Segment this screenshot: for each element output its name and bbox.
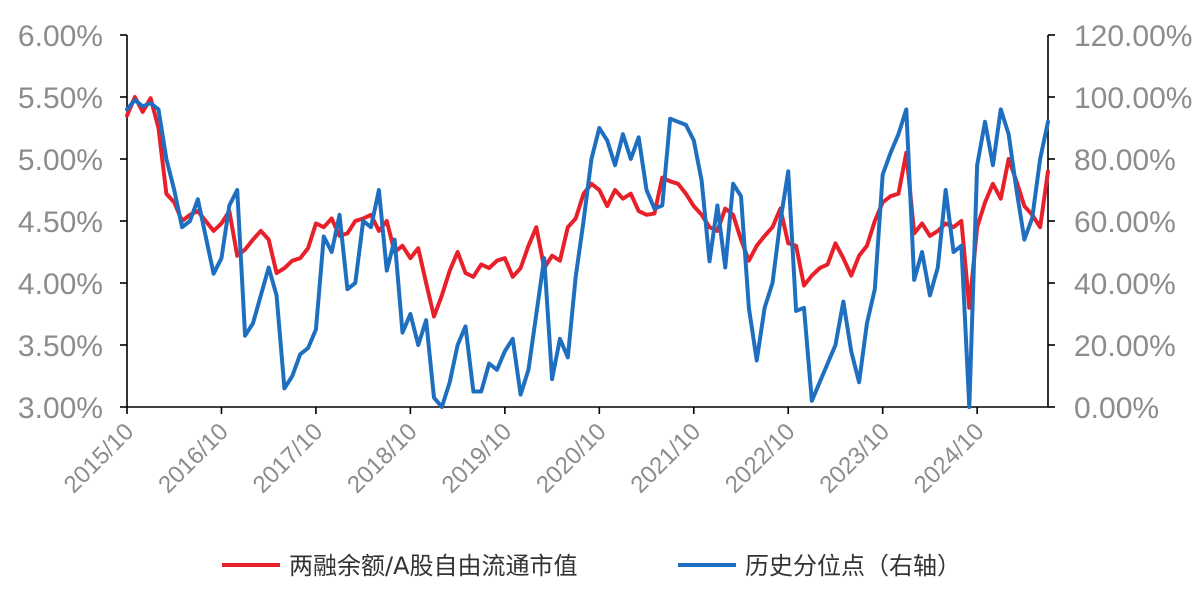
- x-tick-label: 2023/10: [814, 418, 894, 498]
- right-y-tick-label: 20.00%: [1074, 330, 1176, 363]
- x-tick-label: 2024/10: [909, 418, 989, 498]
- x-axis-ticks: 2015/10 2016/10 2017/10 2018/10 2019/10 2020/…: [59, 407, 989, 499]
- left-y-tick-label: 3.50%: [18, 330, 103, 363]
- legend: 两融余额/A股自由流通市值 历史分位点（右轴）: [222, 552, 961, 580]
- x-tick-label: 2022/10: [720, 418, 800, 498]
- left-y-tick-label: 3.00%: [18, 392, 103, 425]
- right-y-tick-label: 100.00%: [1074, 82, 1192, 115]
- left-y-tick-label: 4.50%: [18, 206, 103, 239]
- x-tick-label: 2021/10: [626, 418, 706, 498]
- series-layer: [125, 95, 1050, 409]
- x-tick-label: 2018/10: [342, 418, 422, 498]
- x-tick-label: 2016/10: [153, 418, 233, 498]
- left-y-tick-label: 6.00%: [18, 20, 103, 53]
- legend-label-percentile: 历史分位点（右轴）: [745, 552, 961, 580]
- left-y-tick-label: 5.50%: [18, 82, 103, 115]
- series-line-percentile: [125, 98, 1050, 409]
- left-y-tick-label: 5.00%: [18, 144, 103, 177]
- left-y-ticks: 3.00% 3.50% 4.00% 4.50% 5.00% 5.50% 6.00%: [18, 20, 127, 425]
- right-y-tick-label: 60.00%: [1074, 206, 1176, 239]
- left-y-tick-label: 4.00%: [18, 268, 103, 301]
- x-tick-label: 2015/10: [59, 418, 139, 498]
- right-y-tick-label: 40.00%: [1074, 268, 1176, 301]
- legend-label-margin-ratio: 两融余额/A股自由流通市值: [289, 552, 578, 580]
- x-tick-label: 2020/10: [531, 418, 611, 498]
- x-tick-label: 2019/10: [437, 418, 517, 498]
- right-y-tick-label: 0.00%: [1074, 392, 1159, 425]
- right-y-ticks: 0.00% 20.00% 40.00% 60.00% 80.00% 100.00% 120.…: [1048, 20, 1192, 425]
- right-y-tick-label: 120.00%: [1074, 20, 1192, 53]
- right-y-tick-label: 80.00%: [1074, 144, 1176, 177]
- x-tick-label: 2017/10: [248, 418, 328, 498]
